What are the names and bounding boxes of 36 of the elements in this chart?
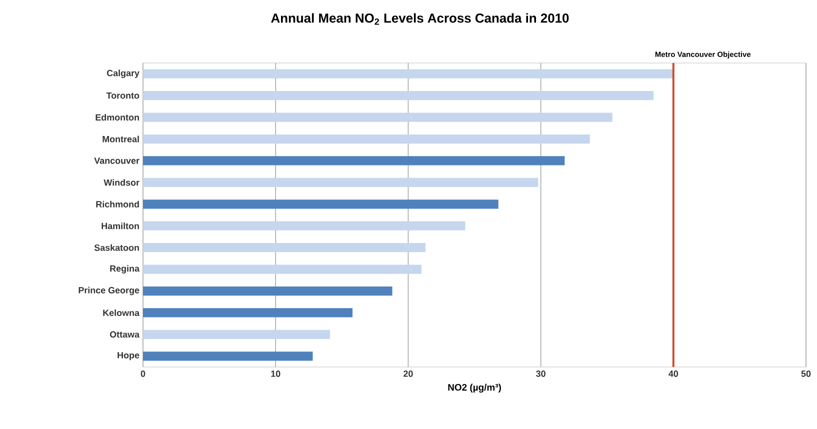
x-axis-title: NO2 (µg/m³) [448,384,501,393]
y-tick-label: Windsor [104,179,140,186]
x-tick-label: 10 [271,370,280,377]
x-tick-label: 20 [404,370,413,377]
y-tick-label: Ottawa [110,331,140,338]
bar [143,286,392,296]
bar [143,243,426,252]
y-tick-label: Prince George [78,286,140,296]
bar [143,221,466,230]
x-tick-label: 30 [536,370,546,377]
bar [143,91,654,100]
y-tick-label: Hamilton [102,222,139,230]
y-tick-label: Edmonton [96,114,139,121]
y-tick-label: Toronto [106,92,140,99]
bar [143,156,565,166]
bar [143,134,590,144]
chart-title: Annual Mean NO$_{2}$ Levels Across Canada in 2010 [271,13,569,25]
bar [143,200,498,209]
bar [143,178,538,187]
x-tick-label: 50 [801,370,811,377]
x-tick-label: 0 [140,370,146,377]
bar [143,330,330,339]
bar [143,112,612,122]
bar [143,352,313,361]
y-tick-label: Hope [118,352,140,360]
bar [143,264,422,274]
y-tick-label: Regina [110,265,140,274]
x-tick-label: 40 [668,370,678,377]
y-tick-label: Montreal [102,136,139,142]
y-tick-label: Saskatoon [94,244,139,251]
y-tick-label: Kelowna [103,309,140,316]
bar [143,308,353,318]
y-tick-label: Richmond [96,200,139,208]
bar [143,69,674,78]
y-tick-label: Calgary [106,70,140,78]
y-tick-label: Vancouver [94,158,140,164]
